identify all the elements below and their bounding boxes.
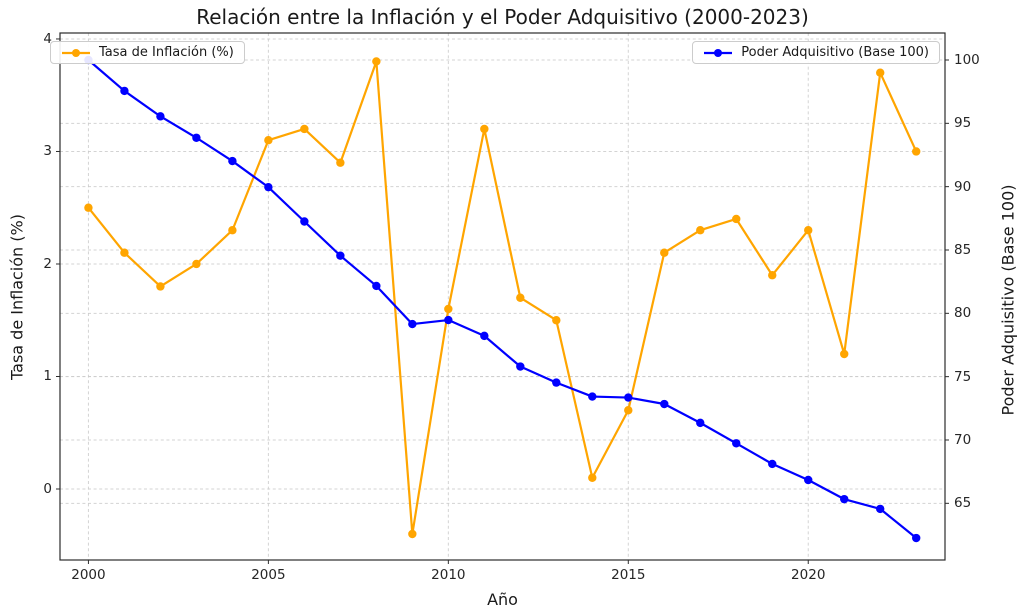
data-point — [300, 124, 309, 134]
y-right-tick-label: 65 — [954, 495, 972, 512]
data-point — [588, 473, 597, 482]
data-point — [876, 68, 885, 77]
data-point — [732, 439, 741, 448]
y-right-tick-label: 85 — [954, 241, 972, 258]
data-point — [444, 304, 453, 314]
data-point — [876, 504, 885, 514]
data-point — [192, 259, 201, 269]
data-point — [408, 319, 417, 329]
legend-purchasing-power: Poder Adquisitivo (Base 100) — [692, 41, 940, 64]
y-left-tick-label: 3 — [43, 143, 52, 160]
data-point — [264, 136, 273, 145]
legend-inflation: Tasa de Inflación (%) — [50, 41, 245, 64]
data-point — [660, 399, 669, 409]
y-right-tick-label: 70 — [954, 431, 972, 448]
data-point — [444, 315, 453, 325]
x-axis-label: Año — [487, 590, 518, 609]
data-point — [480, 331, 489, 341]
chart-title: Relación entre la Inflación y el Poder A… — [196, 5, 809, 29]
data-point — [696, 418, 705, 428]
y-right-tick-label: 75 — [954, 368, 972, 385]
x-tick-label: 2000 — [71, 567, 106, 583]
legend-inflation-label: Tasa de Inflación (%) — [99, 45, 234, 60]
data-point — [120, 86, 129, 96]
data-point — [588, 392, 597, 401]
series-line-left — [87, 60, 918, 536]
data-point — [840, 494, 849, 504]
data-point — [516, 362, 525, 371]
plot-border — [59, 32, 946, 561]
x-tick-label: 2010 — [431, 567, 466, 583]
data-point — [624, 393, 633, 402]
purchasing-power-legend-swatch-icon — [704, 48, 733, 57]
data-point — [84, 203, 93, 212]
data-point — [552, 378, 561, 387]
data-point — [156, 112, 165, 121]
x-tick-label: 2005 — [251, 567, 286, 583]
y-left-tick-label: 1 — [43, 368, 52, 385]
data-point — [768, 271, 777, 280]
data-point — [372, 57, 381, 66]
y-axis-left-label: Tasa de Inflación (%) — [7, 214, 27, 380]
data-point — [372, 281, 381, 291]
series-line-right — [87, 59, 917, 539]
y-right-tick-label: 100 — [954, 51, 980, 68]
inflation-legend-swatch-icon — [62, 48, 90, 57]
x-tick-label: 2015 — [611, 567, 646, 583]
y-left-tick-label: 0 — [43, 481, 52, 497]
data-point — [156, 282, 165, 291]
data-point — [660, 248, 669, 257]
data-point — [804, 475, 813, 485]
y-left-tick-label: 4 — [43, 30, 52, 47]
data-point — [912, 147, 921, 156]
legend-purchasing-power-label: Poder Adquisitivo (Base 100) — [741, 45, 929, 60]
data-point — [552, 316, 561, 325]
data-point — [624, 406, 633, 415]
y-axis-right-label: Poder Adquisitivo (Base 100) — [998, 184, 1018, 416]
data-point — [228, 226, 237, 235]
y-right-tick-label: 80 — [954, 305, 972, 322]
data-point — [192, 133, 201, 142]
data-point — [264, 182, 273, 192]
y-left-tick-label: 2 — [43, 255, 52, 272]
data-point — [408, 529, 417, 539]
y-right-tick-label: 90 — [954, 178, 972, 195]
x-tick-label: 2020 — [791, 567, 826, 583]
data-point — [804, 226, 813, 235]
data-point — [732, 214, 741, 224]
data-point — [696, 226, 705, 235]
data-point — [840, 349, 849, 359]
data-point — [228, 156, 237, 166]
data-point — [336, 158, 345, 167]
data-point — [120, 248, 129, 257]
data-point — [768, 459, 777, 469]
data-point — [516, 293, 525, 302]
y-right-tick-label: 95 — [954, 115, 972, 132]
data-point — [480, 124, 489, 134]
data-point — [336, 251, 345, 260]
data-point — [912, 533, 921, 543]
data-point — [300, 217, 309, 226]
